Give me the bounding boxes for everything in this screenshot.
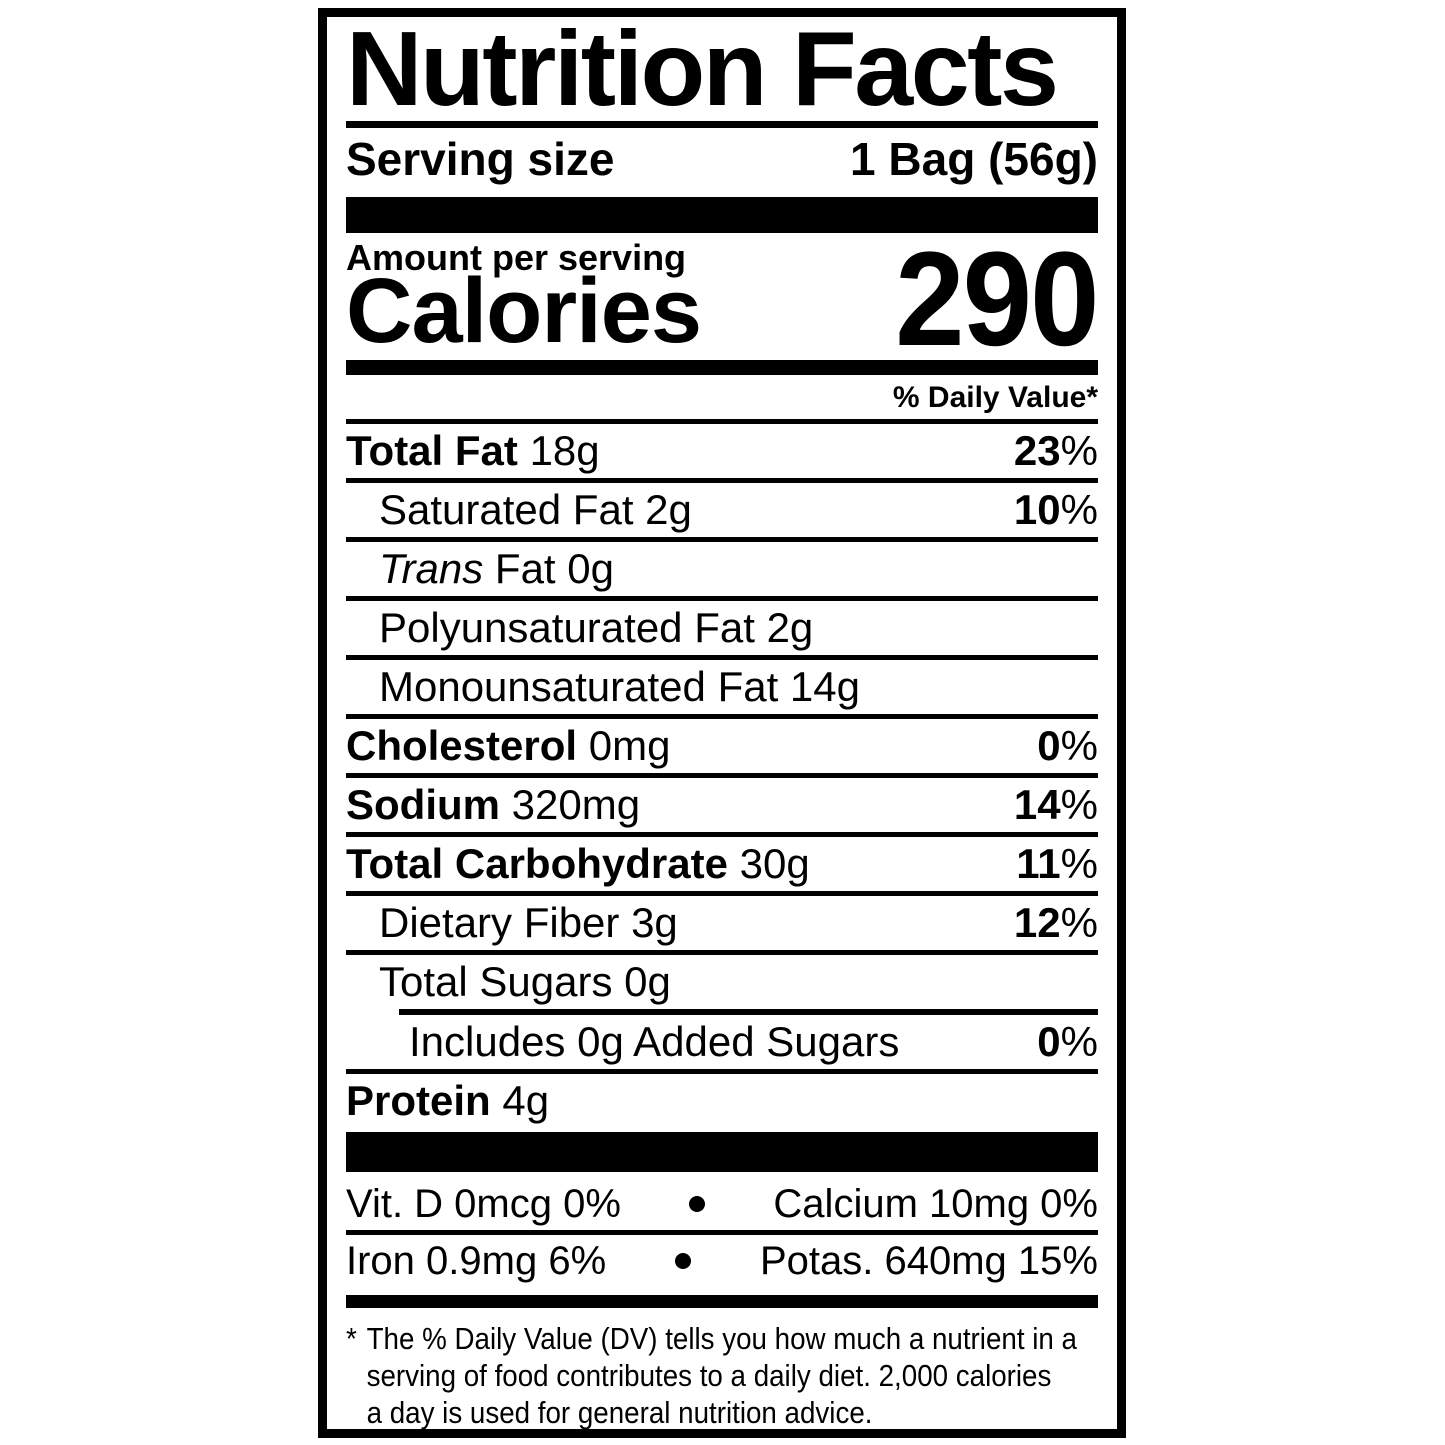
nutrient-name-amount: Total Carbohydrate 30g xyxy=(346,840,810,887)
section-bar-protein xyxy=(346,1132,1098,1172)
nutrient-row-added-sugars: Includes 0g Added Sugars 0% xyxy=(346,1009,1098,1074)
nutrient-name-amount: Sodium 320mg xyxy=(346,781,641,828)
iron-value: Iron 0.9mg 6% xyxy=(346,1239,607,1283)
nutrient-row-total-sugars: Total Sugars 0g xyxy=(346,955,1098,1009)
nutrient-name-amount: Monounsaturated Fat 14g xyxy=(379,663,860,710)
footnote-asterisk: * xyxy=(346,1321,357,1356)
calories-label: Calories xyxy=(346,260,702,362)
nutrient-name-amount: Saturated Fat 2g xyxy=(379,486,692,533)
nutrient-name-amount: Total Fat 18g xyxy=(346,427,600,474)
nutrient-row-trans-fat: Trans Fat 0g xyxy=(346,542,1098,601)
daily-value-divider xyxy=(346,419,1098,424)
footnote-line: a day is used for general nutrition advi… xyxy=(366,1395,873,1430)
nutrient-name-amount: Polyunsaturated Fat 2g xyxy=(379,604,814,651)
bullet-icon xyxy=(689,1196,706,1212)
nutrition-facts-title: Nutrition Facts xyxy=(346,10,1059,128)
micronutrient-row-2: Iron 0.9mg 6% Potas. 640mg 15% xyxy=(346,1235,1098,1287)
section-bar-calories xyxy=(346,360,1098,375)
nutrient-row-sodium: Sodium 320mg 14% xyxy=(346,778,1098,837)
nutrient-dv: 0% xyxy=(1037,1018,1098,1065)
micronutrient-row-1: Vit. D 0mcg 0% Calcium 10mg 0% xyxy=(346,1178,1098,1235)
title-divider xyxy=(346,121,1098,128)
calcium-value: Calcium 10mg 0% xyxy=(773,1182,1098,1226)
added-sugars-indent-rule xyxy=(399,1009,1098,1015)
bullet-icon xyxy=(675,1253,692,1269)
calories-section: Amount per serving Calories 290 xyxy=(346,233,1100,367)
nutrient-dv: 23% xyxy=(1013,427,1098,474)
section-bar-footnote xyxy=(346,1295,1098,1308)
nutrient-row-protein: Protein 4g xyxy=(346,1074,1098,1128)
daily-value-header: % Daily Value* xyxy=(892,381,1098,414)
nutrient-name-amount: Trans Fat 0g xyxy=(379,545,614,592)
nutrient-dv: 12% xyxy=(1013,899,1098,946)
section-bar-top xyxy=(346,197,1098,233)
nutrient-dv: 14% xyxy=(1013,781,1098,828)
nutrient-name-amount: Dietary Fiber 3g xyxy=(379,899,678,946)
nutrient-row-saturated-fat: Saturated Fat 2g 10% xyxy=(346,483,1098,542)
nutrient-name-amount: Includes 0g Added Sugars xyxy=(409,1018,900,1065)
serving-size-label: Serving size xyxy=(346,133,615,185)
footnote-line: The % Daily Value (DV) tells you how muc… xyxy=(366,1321,1077,1356)
amount-per-serving-label: Amount per serving xyxy=(346,237,687,278)
footnote: * The % Daily Value (DV) tells you how m… xyxy=(346,1320,1117,1430)
serving-size-value: 1 Bag (56g) xyxy=(850,133,1098,185)
calories-value: 290 xyxy=(895,225,1100,374)
nutrient-row-monounsaturated-fat: Monounsaturated Fat 14g xyxy=(346,660,1098,719)
nutrient-name-amount: Protein 4g xyxy=(346,1077,550,1124)
nutrient-name-amount: Cholesterol 0mg xyxy=(346,722,671,769)
nutrient-row-cholesterol: Cholesterol 0mg 0% xyxy=(346,719,1098,778)
nutrient-row-total-carbohydrate: Total Carbohydrate 30g 11% xyxy=(346,837,1098,896)
nutrient-dv: 11% xyxy=(1016,840,1098,887)
footnote-line: serving of food contributes to a daily d… xyxy=(366,1358,1052,1393)
nutrient-row-polyunsaturated-fat: Polyunsaturated Fat 2g xyxy=(346,601,1098,660)
nutrient-row-dietary-fiber: Dietary Fiber 3g 12% xyxy=(346,896,1098,955)
potassium-value: Potas. 640mg 15% xyxy=(759,1239,1098,1283)
nutrient-row-total-fat: Total Fat 18g 23% xyxy=(346,424,1098,483)
nutrient-dv: 0% xyxy=(1037,722,1098,769)
serving-size-row: Serving size 1 Bag (56g) xyxy=(346,132,1098,186)
nutrient-dv: 10% xyxy=(1013,486,1098,533)
nutrition-facts-label: Nutrition Facts Serving size 1 Bag (56g)… xyxy=(318,8,1126,1438)
nutrient-name-amount: Total Sugars 0g xyxy=(379,958,671,1005)
vitamin-d-value: Vit. D 0mcg 0% xyxy=(346,1182,621,1226)
